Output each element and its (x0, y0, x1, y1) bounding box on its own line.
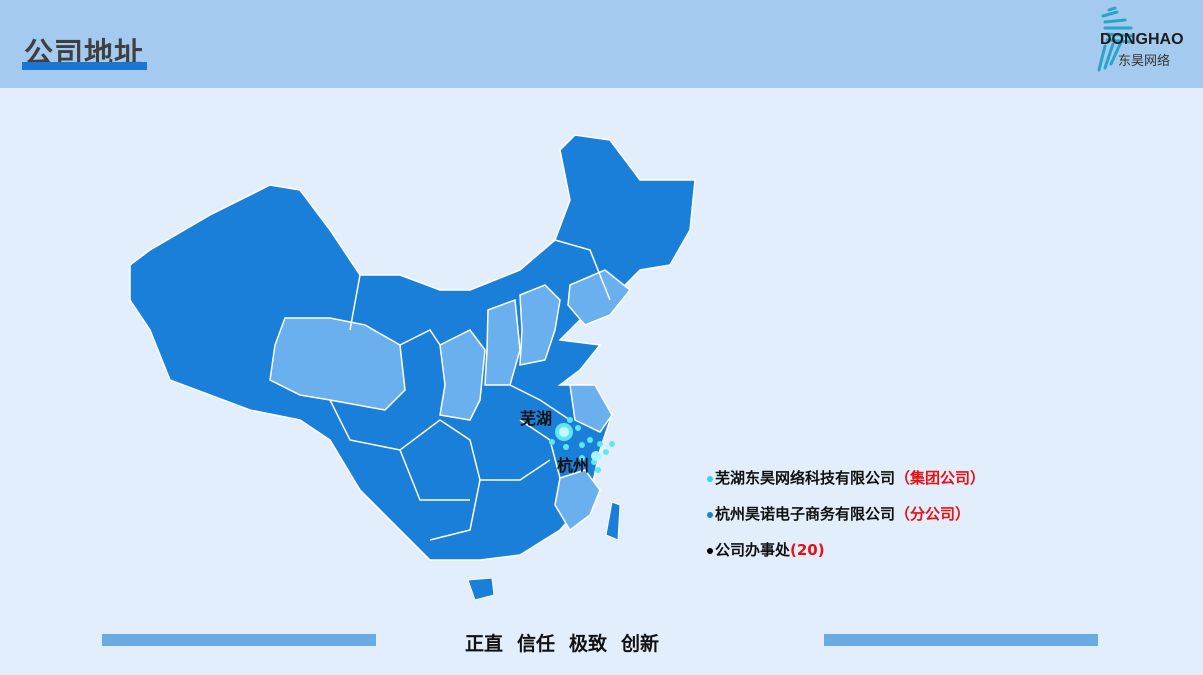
province-fujian (554, 469, 601, 532)
slogan-word: 正直 (465, 633, 504, 655)
province-qinghai (269, 317, 406, 411)
legend-tag: (20) (790, 541, 825, 559)
slogan-word: 信任 (517, 633, 556, 655)
slogan-word: 极致 (569, 633, 608, 655)
china-outline (129, 134, 696, 561)
legend-tag: （分公司） (895, 505, 971, 523)
legend-item-hq: 芜湖东昊网络科技有限公司（集团公司） (707, 467, 985, 488)
legend-name: 公司办事处 (715, 541, 791, 559)
legend-item-office: 公司办事处(20) (707, 539, 825, 560)
logo-text-en: DONGHAO (1100, 31, 1184, 48)
legend-name: 杭州昊诺电子商务有限公司 (715, 505, 896, 523)
taiwan (605, 501, 621, 541)
black-dot-icon (707, 547, 713, 554)
blue-dot-icon (707, 511, 713, 518)
legend-item-branch: 杭州昊诺电子商务有限公司（分公司） (707, 503, 970, 524)
footer-bar-left (102, 634, 376, 646)
hainan (467, 577, 495, 601)
office-markers (549, 417, 615, 473)
province-liaoning (567, 269, 632, 326)
slogan-word: 创新 (621, 633, 660, 655)
logo-text-cn: 东昊网络 (1118, 54, 1171, 69)
province-shaanxi (439, 329, 486, 421)
hangzhou-marker (591, 451, 601, 461)
province-jiangsu (569, 384, 613, 433)
slogan: 正直 信任 极致 创新 (465, 629, 673, 656)
legend-name: 芜湖东昊网络科技有限公司 (715, 469, 896, 487)
province-hebei (519, 284, 561, 366)
logo-wing-icon (1097, 6, 1135, 72)
city-label-wuhu: 芜湖 (520, 409, 553, 428)
cyan-dot-icon (707, 475, 713, 482)
legend-tag: （集团公司） (895, 469, 986, 487)
footer-bar-right (824, 634, 1098, 646)
city-label-hangzhou: 杭州 (557, 456, 590, 475)
title-underline (22, 62, 147, 70)
header (0, 0, 1203, 88)
